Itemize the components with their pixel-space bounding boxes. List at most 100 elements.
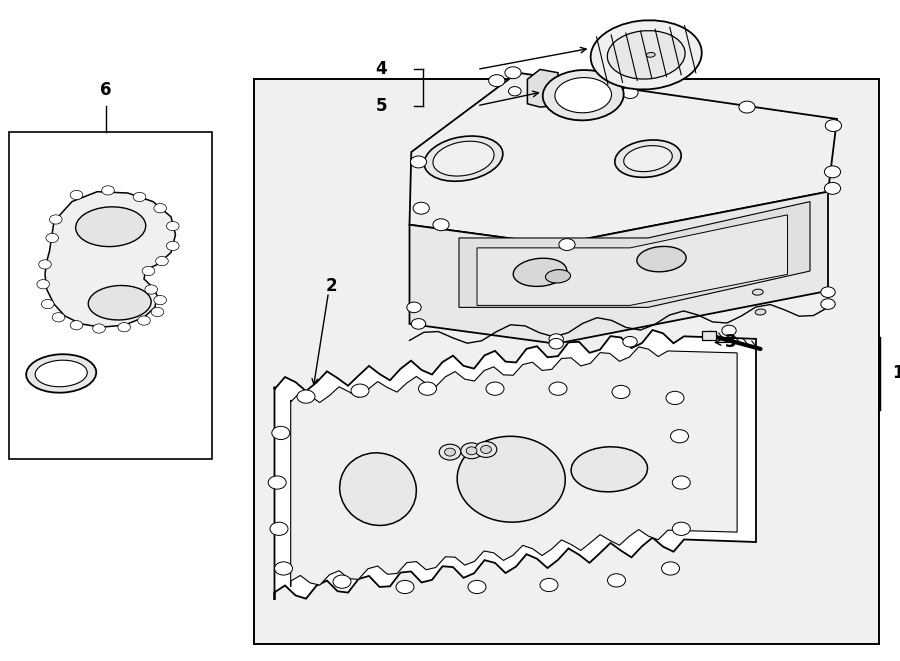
Circle shape (145, 285, 158, 294)
Circle shape (445, 448, 455, 456)
Ellipse shape (88, 286, 151, 320)
Ellipse shape (513, 258, 567, 286)
Polygon shape (410, 73, 837, 245)
Ellipse shape (608, 30, 685, 79)
Polygon shape (410, 192, 828, 344)
Circle shape (410, 156, 427, 168)
Circle shape (39, 260, 51, 269)
Text: 1: 1 (892, 364, 900, 383)
Ellipse shape (35, 360, 87, 387)
Polygon shape (527, 69, 558, 107)
Circle shape (50, 215, 62, 224)
Circle shape (486, 382, 504, 395)
Ellipse shape (339, 453, 417, 525)
Text: 5: 5 (375, 97, 387, 115)
Circle shape (418, 382, 436, 395)
Circle shape (46, 233, 58, 243)
Circle shape (154, 204, 166, 213)
Circle shape (739, 101, 755, 113)
Circle shape (439, 444, 461, 460)
Bar (9, 132, 211, 459)
Circle shape (70, 321, 83, 330)
Circle shape (156, 256, 168, 266)
Polygon shape (459, 202, 810, 307)
Circle shape (622, 87, 638, 98)
Circle shape (166, 221, 179, 231)
Circle shape (118, 323, 130, 332)
Ellipse shape (572, 447, 647, 492)
Polygon shape (702, 330, 716, 340)
Polygon shape (291, 347, 737, 587)
Circle shape (466, 447, 477, 455)
Ellipse shape (76, 207, 146, 247)
Ellipse shape (615, 140, 681, 177)
Polygon shape (274, 330, 756, 600)
Circle shape (272, 426, 290, 440)
Bar (254, 79, 879, 644)
Circle shape (662, 562, 680, 575)
Circle shape (623, 336, 637, 347)
Circle shape (489, 75, 505, 87)
Circle shape (672, 522, 690, 535)
Circle shape (821, 287, 835, 297)
Ellipse shape (545, 270, 571, 283)
Circle shape (333, 575, 351, 588)
Circle shape (166, 241, 179, 251)
Circle shape (672, 476, 690, 489)
Circle shape (37, 280, 50, 289)
Circle shape (825, 120, 842, 132)
Circle shape (612, 385, 630, 399)
Circle shape (151, 307, 164, 317)
Circle shape (93, 324, 105, 333)
Circle shape (666, 391, 684, 405)
Circle shape (274, 562, 292, 575)
Circle shape (821, 299, 835, 309)
Circle shape (549, 382, 567, 395)
Circle shape (133, 192, 146, 202)
Circle shape (505, 67, 521, 79)
Circle shape (297, 390, 315, 403)
Polygon shape (477, 215, 788, 305)
Circle shape (468, 580, 486, 594)
Circle shape (270, 522, 288, 535)
Circle shape (475, 442, 497, 457)
Circle shape (540, 578, 558, 592)
Circle shape (481, 446, 491, 453)
Circle shape (396, 580, 414, 594)
Circle shape (608, 574, 625, 587)
Circle shape (154, 295, 166, 305)
Circle shape (824, 166, 841, 178)
Circle shape (268, 476, 286, 489)
Polygon shape (45, 192, 176, 327)
Ellipse shape (457, 436, 565, 522)
Circle shape (413, 202, 429, 214)
Text: 4: 4 (375, 60, 387, 79)
Ellipse shape (624, 145, 672, 172)
Circle shape (407, 302, 421, 313)
Text: 3: 3 (724, 333, 736, 352)
Circle shape (70, 190, 83, 200)
Ellipse shape (752, 289, 763, 295)
Circle shape (559, 239, 575, 251)
Ellipse shape (433, 141, 494, 176)
Text: 2: 2 (326, 276, 337, 295)
Circle shape (351, 384, 369, 397)
Ellipse shape (543, 70, 624, 120)
Ellipse shape (555, 77, 611, 113)
Ellipse shape (424, 136, 503, 181)
Circle shape (461, 443, 482, 459)
Circle shape (52, 313, 65, 322)
Circle shape (138, 316, 150, 325)
Circle shape (508, 87, 521, 96)
Circle shape (433, 219, 449, 231)
Ellipse shape (755, 309, 766, 315)
Circle shape (824, 182, 841, 194)
Ellipse shape (590, 20, 702, 89)
Ellipse shape (637, 247, 686, 272)
Circle shape (549, 338, 563, 349)
Circle shape (670, 430, 688, 443)
Ellipse shape (26, 354, 96, 393)
Circle shape (41, 299, 54, 309)
Circle shape (722, 325, 736, 336)
Text: 6: 6 (101, 81, 112, 99)
